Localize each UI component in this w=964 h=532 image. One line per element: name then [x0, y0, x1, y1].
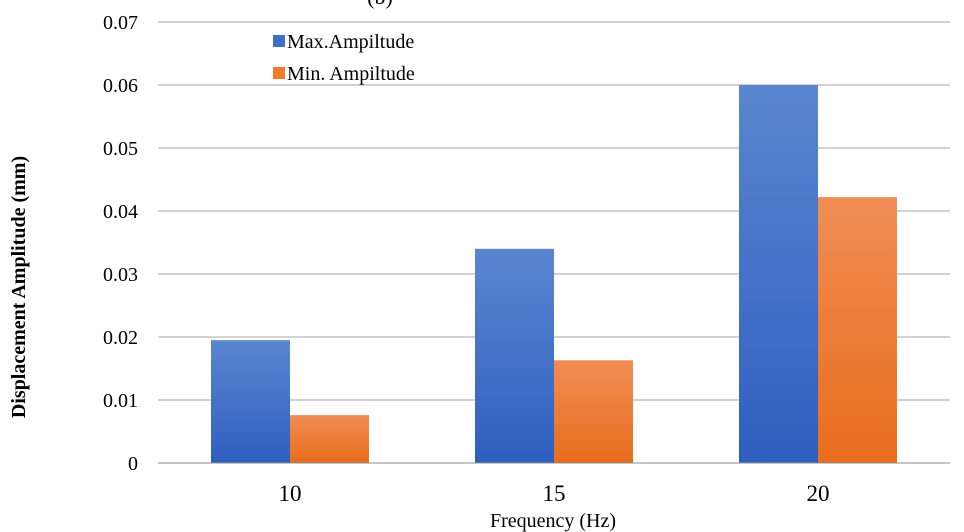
chart-title: (b)	[367, 0, 393, 9]
x-tick-label: 10	[279, 481, 302, 506]
y-tick-label: 0.03	[103, 264, 138, 286]
y-tick-label: 0.04	[103, 201, 138, 223]
y-axis-title: Displacement Amplitude (mm)	[8, 156, 30, 418]
bar-min-amplitude	[818, 197, 897, 463]
bar-min-amplitude	[554, 360, 633, 463]
bar-max-amplitude	[211, 340, 290, 463]
y-tick-label: 0.02	[103, 327, 138, 349]
y-tick-label: 0.07	[103, 12, 138, 34]
x-tick-labels: 10 15 20	[279, 481, 830, 506]
legend: Max.Ampiltude Min. Ampiltude	[273, 31, 415, 85]
y-tick-label: 0	[128, 453, 138, 475]
legend-swatch-min	[273, 67, 285, 79]
bars	[211, 85, 897, 463]
x-tick-label: 15	[543, 481, 566, 506]
y-tick-label: 0.05	[103, 138, 138, 160]
legend-label-max: Max.Ampiltude	[287, 31, 414, 53]
legend-label-min: Min. Ampiltude	[287, 63, 415, 85]
x-tick-label: 20	[807, 481, 830, 506]
legend-swatch-max	[273, 35, 285, 47]
y-tick-labels: 0 0.01 0.02 0.03 0.04 0.05 0.06 0.07	[103, 12, 138, 475]
y-tick-label: 0.01	[103, 390, 138, 412]
bar-max-amplitude	[739, 85, 818, 463]
x-axis-title: Frequency (Hz)	[490, 510, 616, 532]
bar-max-amplitude	[475, 248, 554, 463]
y-tick-label: 0.06	[103, 75, 138, 97]
bar-min-amplitude	[290, 415, 369, 463]
